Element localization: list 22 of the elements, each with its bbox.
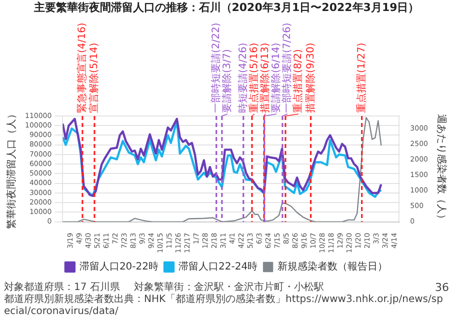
ref-line-label: 時短要請(4/26): [236, 42, 249, 113]
y-axis-title: 繁華街夜間滞留人口（人）: [6, 108, 18, 229]
ref-line-label: 宣言解除(5/14): [88, 42, 100, 113]
chart-title: 主要繁華街夜間滞留人口の推移：石川（2020年3月1日〜2022年3月19日）: [32, 0, 420, 16]
ref-line-label: 一部時短要請(7/26): [280, 22, 293, 113]
ref-line-label: 緊急事態宣言(4/16): [76, 22, 88, 113]
legend-label: 滞留人口22-24時: [178, 260, 258, 273]
text: 対象都道府県：17 石川県: [4, 282, 120, 294]
ref-line-label: 要請解除(3/7): [220, 49, 233, 113]
legend-label: 滞留人口20-22時: [79, 260, 159, 273]
ref-line-label: 措置解除(9/30): [304, 42, 316, 113]
ref-line-label: 一部時短要請(2/22): [210, 22, 222, 113]
legend-label: 新規感染者数（報告日）: [278, 260, 388, 273]
ref-line-label: 措置解除(6/13): [258, 42, 271, 113]
text: 都道府県別新規感染者数出典：NHK「都道府県別の感染者数」https://www3.nhk.or.jp/news/special/coronavirus/data/: [4, 294, 444, 318]
ref-line-label: 要請解除(6/14): [270, 42, 282, 113]
ref-line-label: 重点措置(5/16): [248, 42, 260, 113]
text: 36: [435, 281, 449, 294]
ref-line-label: 重点措置(8/2): [292, 49, 304, 113]
text: 対象繁華街：金沢駅・金沢市片町・小松駅: [134, 282, 324, 294]
ref-line-label: 重点措置(1/27): [355, 42, 368, 113]
y2-axis-title: 週あたり感染者数（人）: [435, 114, 448, 224]
